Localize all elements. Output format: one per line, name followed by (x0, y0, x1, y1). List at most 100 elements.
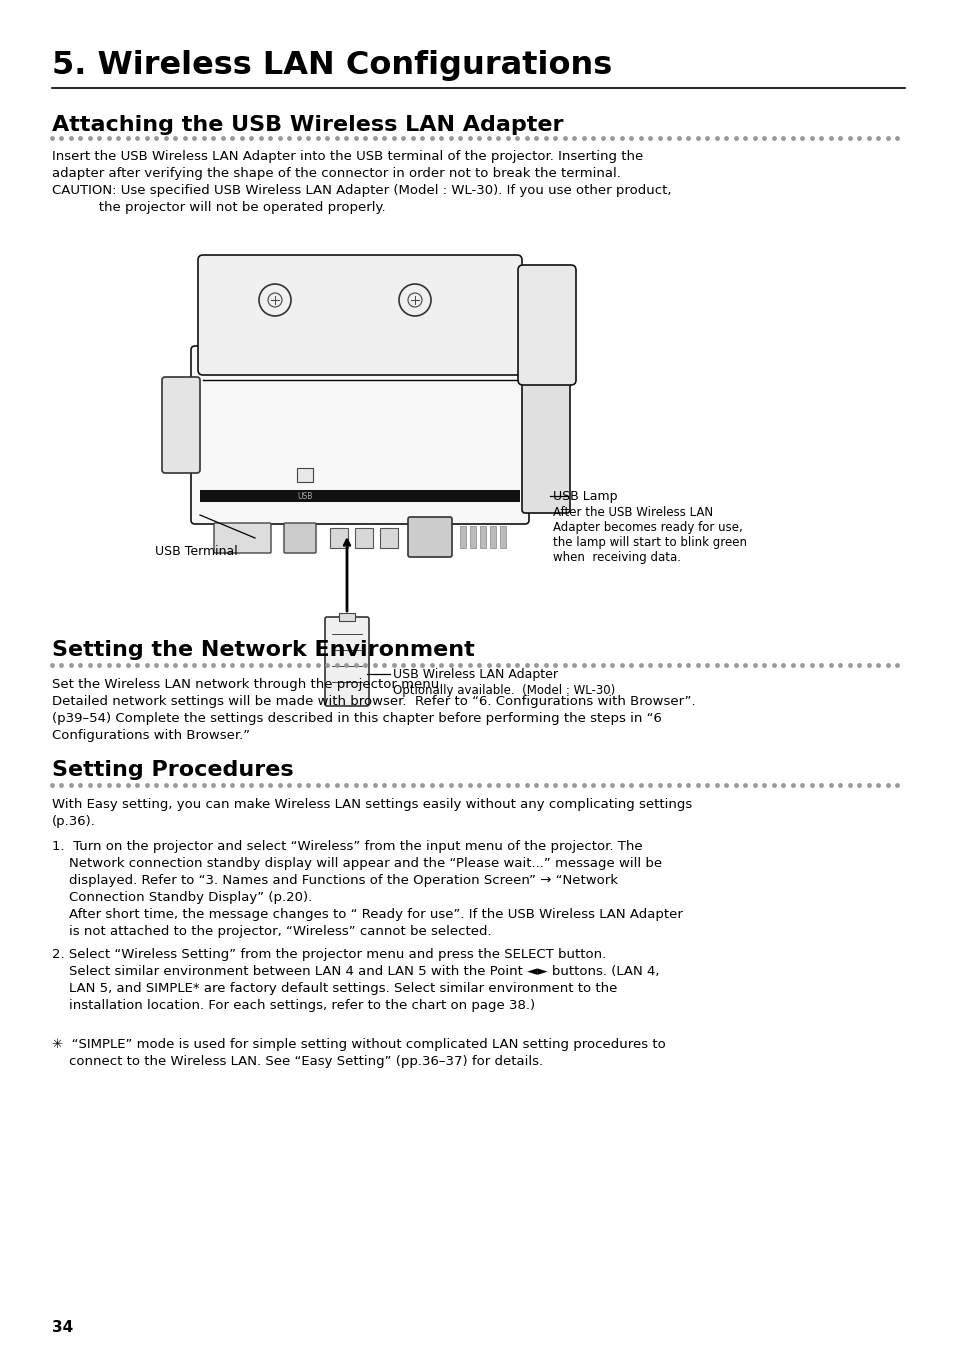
Point (585, 774, 600, 795)
Point (499, 127, 515, 149)
FancyBboxPatch shape (408, 518, 452, 557)
Point (756, 774, 771, 795)
Point (737, 127, 752, 149)
Point (623, 127, 639, 149)
Point (376, 127, 392, 149)
Point (45, 127, 60, 149)
Point (822, 654, 838, 676)
Point (453, 774, 468, 795)
Text: Setting the Network Environment: Setting the Network Environment (52, 640, 475, 660)
Point (357, 654, 373, 676)
Point (196, 774, 212, 795)
Point (690, 654, 705, 676)
Point (434, 774, 449, 795)
Point (518, 774, 534, 795)
Point (652, 654, 667, 676)
Point (453, 127, 468, 149)
Point (82, 127, 97, 149)
Point (462, 654, 477, 676)
Text: 34: 34 (52, 1320, 73, 1335)
Point (851, 127, 866, 149)
Point (206, 774, 221, 795)
Bar (379, 528, 397, 547)
Point (822, 127, 838, 149)
Point (367, 127, 382, 149)
Point (709, 654, 724, 676)
Point (822, 774, 838, 795)
Text: LAN 5, and SIMPLE* are factory default settings. Select similar environment to t: LAN 5, and SIMPLE* are factory default s… (52, 982, 617, 995)
Point (329, 774, 344, 795)
Point (727, 774, 742, 795)
Point (386, 654, 401, 676)
Text: After the USB Wireless LAN: After the USB Wireless LAN (553, 505, 713, 519)
FancyBboxPatch shape (198, 255, 521, 375)
Point (405, 654, 420, 676)
Text: USB Terminal: USB Terminal (154, 545, 237, 558)
Point (642, 774, 658, 795)
Point (528, 127, 543, 149)
Point (215, 127, 231, 149)
Point (386, 774, 401, 795)
Text: Connection Standby Display” (p.20).: Connection Standby Display” (p.20). (52, 892, 312, 904)
Point (566, 774, 581, 795)
Point (234, 654, 250, 676)
Point (585, 127, 600, 149)
Point (187, 774, 202, 795)
Point (434, 127, 449, 149)
Point (832, 127, 847, 149)
Point (310, 127, 325, 149)
Point (215, 654, 231, 676)
Point (120, 127, 135, 149)
Point (273, 127, 288, 149)
Text: (p39–54) Complete the settings described in this chapter before performing the s: (p39–54) Complete the settings described… (52, 711, 661, 725)
Point (794, 127, 809, 149)
Text: Insert the USB Wireless LAN Adapter into the USB terminal of the projector. Inse: Insert the USB Wireless LAN Adapter into… (52, 150, 642, 163)
Text: USB Wireless LAN Adapter: USB Wireless LAN Adapter (393, 668, 558, 682)
FancyBboxPatch shape (284, 523, 315, 553)
Point (756, 127, 771, 149)
Text: connect to the Wireless LAN. See “Easy Setting” (pp.36–37) for details.: connect to the Wireless LAN. See “Easy S… (52, 1056, 542, 1068)
Point (158, 654, 173, 676)
Point (462, 127, 477, 149)
Point (149, 654, 164, 676)
Point (652, 774, 667, 795)
Point (225, 127, 240, 149)
Point (53, 654, 69, 676)
Point (244, 774, 259, 795)
Bar (490, 526, 496, 547)
Point (832, 774, 847, 795)
Point (376, 774, 392, 795)
Point (861, 127, 876, 149)
Point (746, 654, 761, 676)
Point (528, 774, 543, 795)
Point (775, 654, 790, 676)
Bar (470, 526, 476, 547)
Point (813, 127, 828, 149)
Point (719, 654, 734, 676)
Point (765, 127, 781, 149)
Point (566, 654, 581, 676)
Point (149, 127, 164, 149)
Point (861, 774, 876, 795)
Point (319, 774, 335, 795)
Point (367, 774, 382, 795)
Bar (330, 528, 348, 547)
Point (263, 127, 278, 149)
Text: ✳  “SIMPLE” mode is used for simple setting without complicated LAN setting proc: ✳ “SIMPLE” mode is used for simple setti… (52, 1038, 665, 1051)
Text: installation location. For each settings, refer to the chart on page 38.): installation location. For each settings… (52, 999, 535, 1012)
Bar (338, 612, 355, 621)
Point (348, 774, 363, 795)
Point (253, 774, 269, 795)
Point (424, 654, 439, 676)
Point (168, 127, 183, 149)
Point (756, 654, 771, 676)
Point (813, 654, 828, 676)
Point (680, 774, 696, 795)
Point (784, 774, 800, 795)
Point (509, 654, 524, 676)
Point (491, 654, 506, 676)
Point (595, 774, 610, 795)
Point (719, 127, 734, 149)
FancyBboxPatch shape (191, 346, 529, 524)
Point (338, 654, 354, 676)
